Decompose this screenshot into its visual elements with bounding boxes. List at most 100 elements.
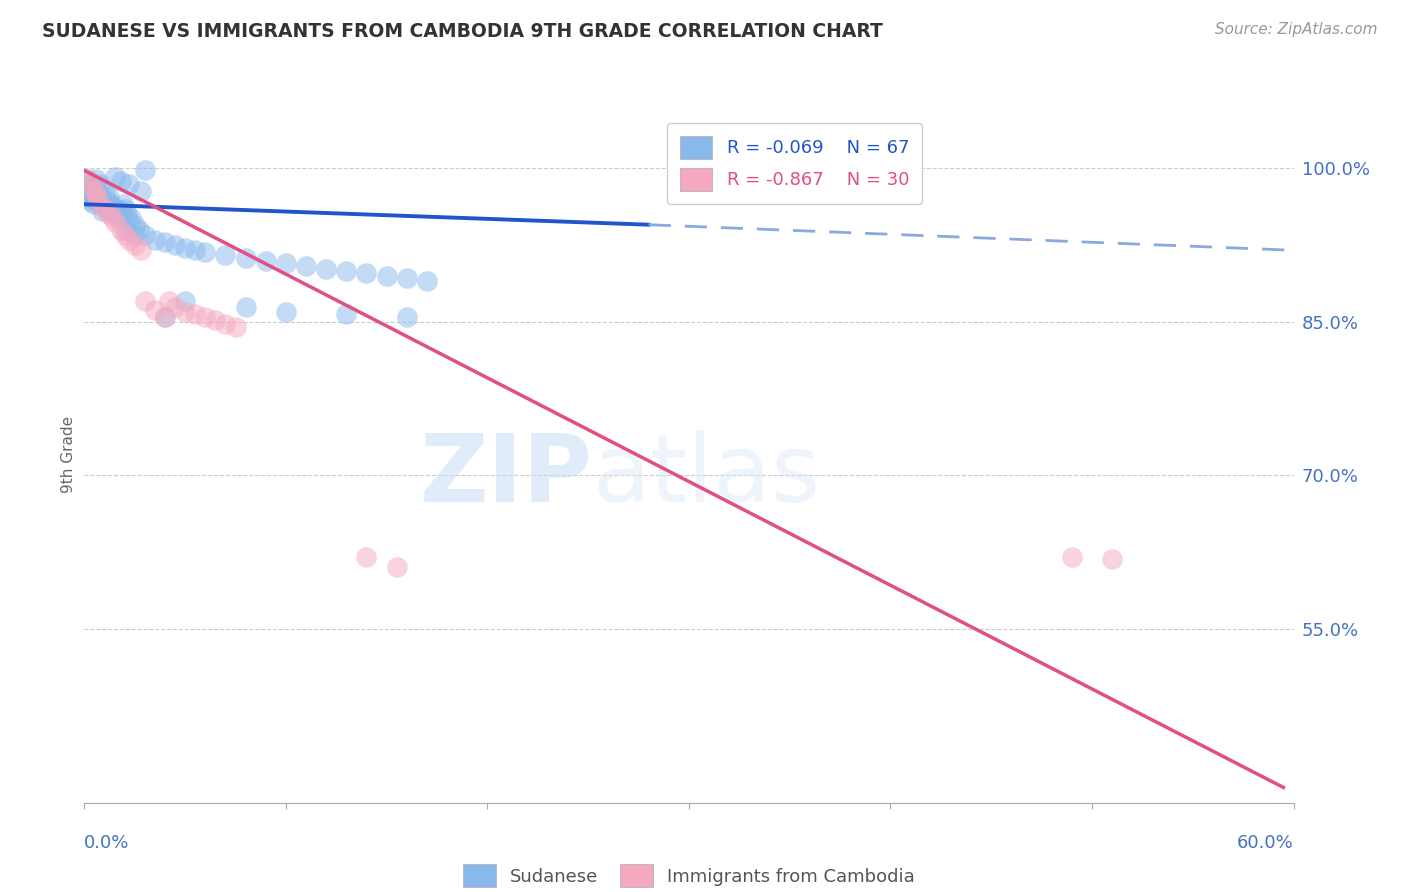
Text: atlas: atlas (592, 430, 821, 522)
Point (128, 223, 150, 237)
Point (105, 202, 128, 217)
Point (79, 184, 101, 198)
Text: Source: ZipAtlas.com: Source: ZipAtlas.com (1215, 22, 1378, 37)
Point (115, 207, 138, 221)
Point (89, 190, 111, 204)
Point (87, 192, 110, 206)
Point (82, 177, 104, 191)
Point (86, 171, 108, 186)
Point (104, 207, 127, 221)
Point (375, 268, 398, 283)
Point (1101, 552, 1123, 566)
Point (153, 310, 176, 324)
Y-axis label: 9th Grade: 9th Grade (60, 417, 76, 493)
Point (89, 177, 111, 191)
Point (174, 304, 197, 318)
Point (214, 248, 236, 262)
Point (118, 233, 141, 247)
Point (86, 182, 108, 196)
Point (225, 320, 247, 334)
Point (100, 197, 122, 211)
Point (184, 244, 207, 258)
Point (204, 313, 226, 327)
Point (110, 174, 132, 188)
Point (96, 194, 118, 209)
Point (235, 300, 257, 314)
Point (385, 560, 408, 574)
Point (184, 307, 207, 321)
Point (134, 163, 156, 178)
Point (91, 197, 114, 211)
Point (153, 310, 176, 324)
Point (124, 218, 146, 232)
Point (100, 204, 122, 219)
Point (86, 187, 108, 202)
Point (114, 223, 136, 237)
Point (174, 294, 197, 309)
Point (134, 294, 156, 309)
Point (96, 202, 118, 217)
Point (75, 171, 97, 186)
Point (83, 184, 105, 198)
Point (93, 200, 115, 214)
Point (118, 177, 141, 191)
Point (235, 252, 257, 266)
Point (143, 302, 166, 317)
Text: SUDANESE VS IMMIGRANTS FROM CAMBODIA 9TH GRADE CORRELATION CHART: SUDANESE VS IMMIGRANTS FROM CAMBODIA 9TH… (42, 22, 883, 41)
Point (254, 253, 277, 268)
Point (214, 317, 236, 331)
Text: 60.0%: 60.0% (1237, 834, 1294, 852)
Point (83, 197, 105, 211)
Point (114, 227, 136, 242)
Point (165, 300, 187, 314)
Point (87, 187, 110, 202)
Point (77, 177, 100, 191)
Point (416, 274, 439, 288)
Point (274, 304, 297, 318)
Point (110, 204, 132, 219)
Point (356, 550, 378, 565)
Text: 0.0%: 0.0% (84, 834, 129, 852)
Point (91, 204, 114, 219)
Point (104, 214, 127, 228)
Point (129, 184, 152, 198)
Point (143, 233, 166, 247)
Point (395, 271, 418, 285)
Point (174, 241, 197, 255)
Point (87, 194, 110, 209)
Point (77, 171, 100, 186)
Point (77, 190, 100, 204)
Point (79, 194, 101, 209)
Point (89, 197, 111, 211)
Point (93, 202, 115, 217)
Point (274, 255, 297, 269)
Point (82, 179, 104, 194)
Point (356, 266, 378, 280)
Point (335, 264, 357, 278)
Point (114, 202, 136, 217)
Point (157, 294, 180, 309)
Point (83, 192, 105, 206)
Text: ZIP: ZIP (419, 430, 592, 522)
Point (153, 235, 176, 249)
Legend: Sudanese, Immigrants from Cambodia: Sudanese, Immigrants from Cambodia (456, 857, 922, 892)
Point (335, 307, 357, 321)
Point (97, 207, 120, 221)
Point (104, 169, 127, 184)
Point (315, 261, 337, 276)
Point (295, 259, 318, 273)
Point (134, 227, 156, 242)
Point (120, 211, 142, 225)
Point (111, 197, 134, 211)
Point (101, 211, 124, 225)
Point (194, 245, 217, 260)
Point (124, 238, 146, 252)
Point (82, 187, 104, 202)
Point (93, 187, 115, 202)
Point (124, 227, 146, 242)
Point (165, 238, 187, 252)
Point (129, 244, 152, 258)
Point (110, 223, 132, 237)
Point (118, 214, 141, 228)
Point (101, 200, 124, 214)
